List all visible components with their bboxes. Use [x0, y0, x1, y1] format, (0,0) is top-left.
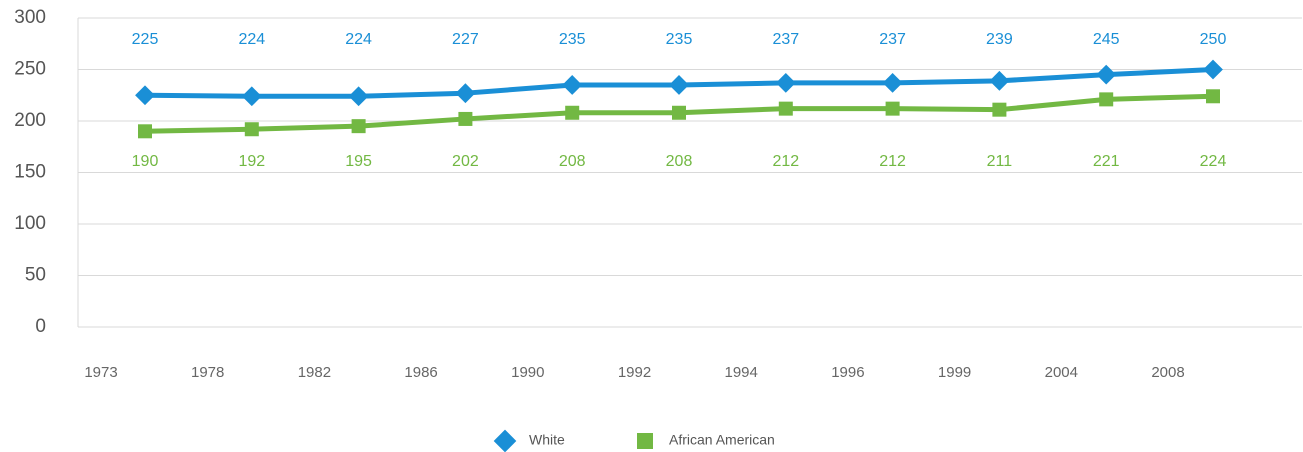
data-label: 212 [772, 153, 799, 170]
y-tick-label: 150 [14, 162, 46, 183]
data-label: 250 [1200, 31, 1227, 48]
data-label: 211 [987, 153, 1013, 170]
marker [1096, 64, 1117, 85]
data-label: 224 [345, 31, 372, 48]
marker [351, 119, 366, 134]
x-tick-label: 1992 [618, 364, 651, 381]
marker [672, 105, 686, 120]
data-label: 208 [559, 153, 586, 170]
x-tick-label: 2004 [1045, 364, 1078, 381]
data-label: 224 [1200, 153, 1227, 170]
data-label: 195 [345, 153, 372, 170]
marker [778, 101, 793, 116]
data-label: 224 [238, 31, 265, 48]
y-tick-label: 50 [25, 265, 46, 286]
data-label: 192 [238, 153, 265, 170]
data-label: 235 [559, 31, 586, 48]
data-label: 227 [452, 31, 479, 48]
marker [992, 102, 1007, 117]
data-label: 212 [879, 153, 906, 170]
y-tick-label: 250 [14, 59, 46, 80]
data-label: 237 [879, 31, 906, 48]
data-label: 245 [1093, 31, 1120, 48]
data-label: 225 [132, 31, 159, 48]
marker [244, 122, 259, 137]
x-tick-label: 1986 [404, 364, 437, 381]
marker [455, 83, 476, 104]
marker [1099, 92, 1114, 107]
data-label: 202 [452, 153, 479, 170]
data-label: 239 [986, 31, 1013, 48]
marker [1203, 59, 1223, 80]
x-tick-label: 1994 [725, 364, 758, 381]
marker [458, 111, 473, 126]
data-label: 190 [132, 153, 159, 170]
legend-label: African American [669, 432, 775, 448]
marker [882, 72, 903, 93]
x-tick-label: 1999 [938, 364, 971, 381]
y-tick-label: 300 [14, 7, 46, 28]
marker [775, 72, 796, 93]
x-tick-label: 2008 [1151, 364, 1184, 381]
marker [562, 75, 583, 95]
marker [1206, 89, 1220, 104]
marker [669, 75, 689, 95]
y-tick-label: 0 [35, 316, 46, 337]
data-label: 221 [1093, 153, 1120, 170]
y-tick-label: 200 [14, 110, 46, 131]
marker [989, 70, 1010, 91]
data-label: 237 [772, 31, 799, 48]
x-tick-label: 1978 [191, 364, 224, 381]
data-label: 235 [666, 31, 693, 48]
y-tick-label: 100 [14, 213, 46, 234]
marker [565, 105, 580, 120]
data-label: 208 [666, 153, 693, 170]
legend-marker [493, 429, 517, 452]
marker [135, 85, 155, 106]
x-tick-label: 1982 [298, 364, 331, 381]
x-tick-label: 1990 [511, 364, 544, 381]
x-tick-label: 1973 [84, 364, 117, 381]
marker [885, 101, 900, 116]
x-tick-label: 1996 [831, 364, 864, 381]
legend-label: White [529, 432, 565, 448]
marker [241, 86, 262, 107]
marker [348, 86, 369, 107]
marker [138, 124, 152, 139]
legend-marker [637, 433, 653, 449]
